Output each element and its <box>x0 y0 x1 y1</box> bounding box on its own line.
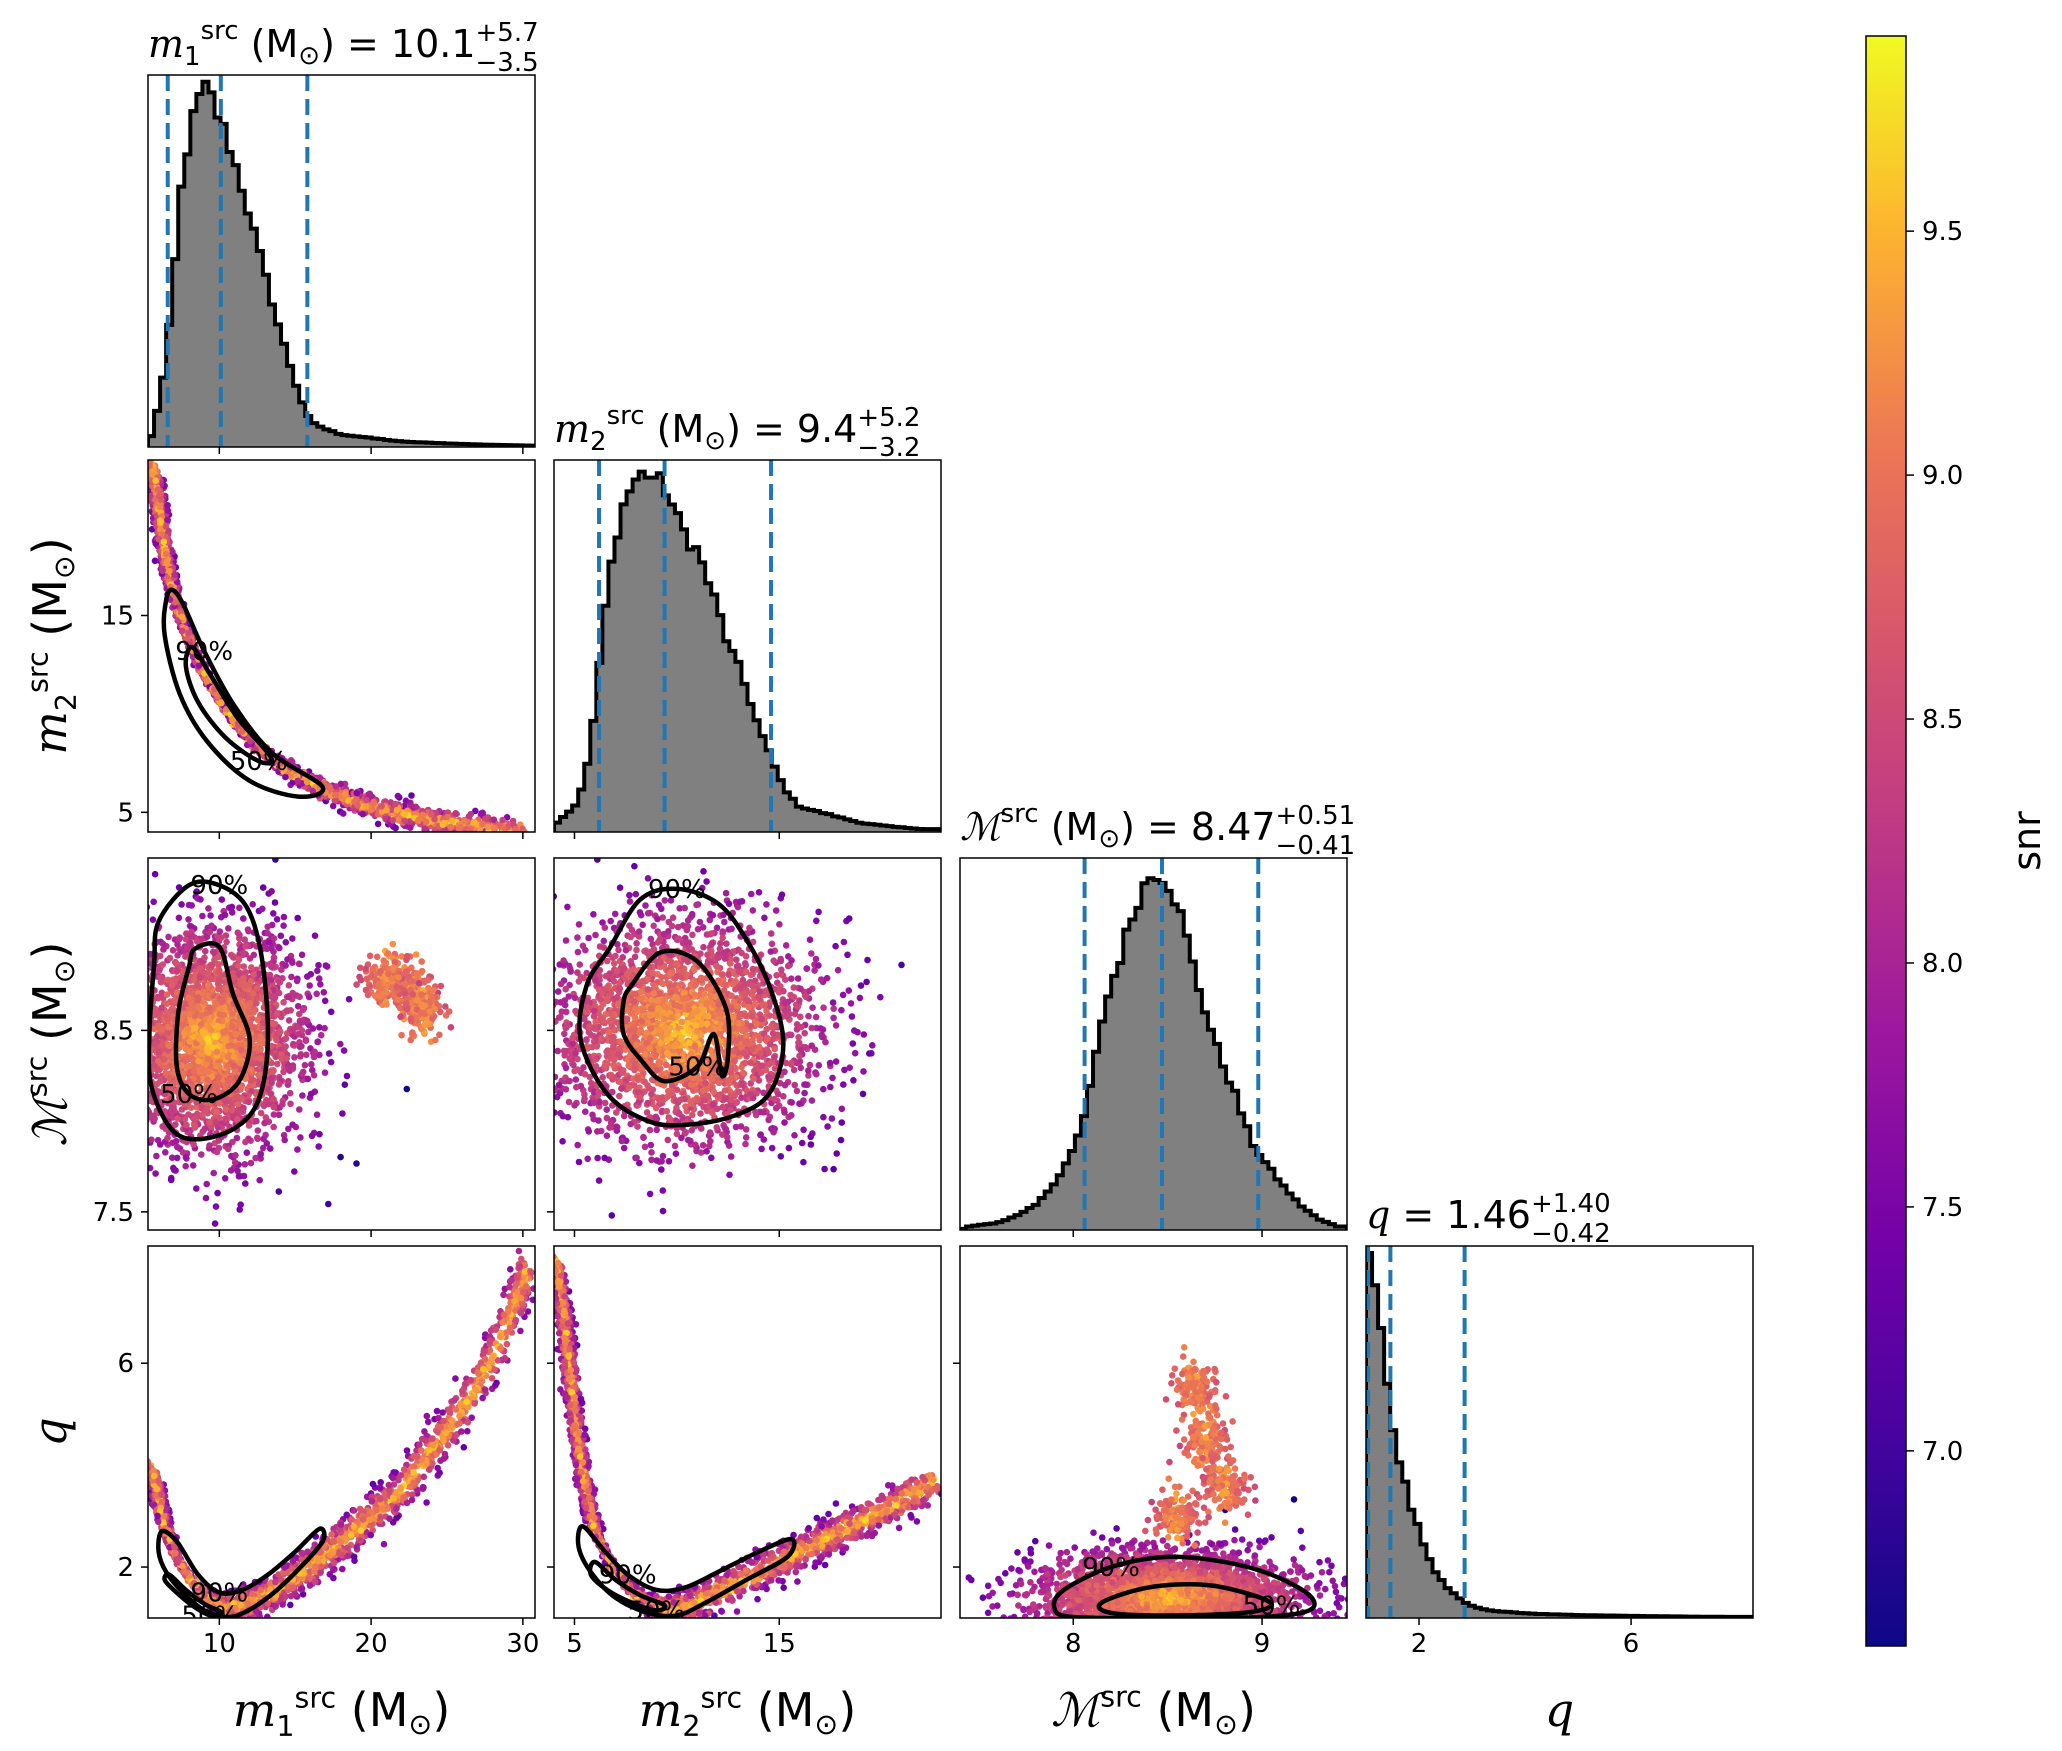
panel-frame <box>1365 1245 1754 1619</box>
x-axis-label-q: q <box>1545 1683 1574 1737</box>
contour-label: 50% <box>627 1596 685 1626</box>
contour-90 <box>148 879 271 1142</box>
scatter-points <box>554 858 905 1219</box>
histogram-fill <box>148 81 535 447</box>
panel-frame <box>959 1245 1348 1619</box>
contour-50 <box>1096 1582 1274 1618</box>
x-axis-labels: m1src (M⊙) m2src (M⊙) ℳsrc (M⊙) q <box>233 1681 1575 1743</box>
x-tick-label: 20 <box>355 1629 388 1659</box>
y-tick-label: 5 <box>117 798 134 828</box>
contour-50 <box>173 941 253 1103</box>
scatter-points <box>148 858 455 1227</box>
x-axis-label-mc: ℳsrc (M⊙) <box>1051 1681 1256 1741</box>
marginal-title-mc: ℳsrc (M⊙) = 8.47+0.51 <box>960 799 1355 854</box>
contour-label: 50% <box>1243 1591 1301 1621</box>
marginal-title-m1: m1src (M⊙) = 10.1+5.7 <box>148 16 539 72</box>
colorbar-gradient <box>1865 35 1907 1647</box>
y-tick-label: 7.5 <box>93 1198 134 1228</box>
contour-label: 90% <box>190 871 248 901</box>
colorbar-tick-label: 9.5 <box>1922 217 1963 247</box>
x-tick-label: 9 <box>1254 1629 1271 1659</box>
panel-frame <box>553 857 942 1231</box>
y-tick-label: 8.5 <box>93 1016 134 1046</box>
histogram-fill <box>960 878 1347 1230</box>
histogram-fill <box>1366 1252 1753 1618</box>
panel-frame <box>147 1245 536 1619</box>
contour-label: 50% <box>181 1601 239 1631</box>
scatter-panel-mc-q: 90% 50% 8 9 <box>953 1245 1348 1659</box>
histogram-panel-mc <box>959 857 1348 1237</box>
histogram-outline <box>554 469 941 832</box>
y-tick-label: 2 <box>117 1553 134 1583</box>
y-tick-label: 15 <box>101 601 134 631</box>
x-tick-label: 10 <box>203 1629 236 1659</box>
panel-frame <box>147 459 536 833</box>
x-axis-label-m1: m1src (M⊙) <box>233 1681 451 1743</box>
scatter-panel-m1-mc: 90% 50% 7.5 8.5 <box>93 857 536 1237</box>
contour-label: 50% <box>668 1053 726 1083</box>
colorbar-ticks: 7.0 7.5 8.0 8.5 9.0 9.5 <box>1906 217 1963 1467</box>
y-tick-label: 6 <box>117 1349 134 1379</box>
colorbar-tick-label: 7.5 <box>1922 1193 1963 1223</box>
y-axis-labels: m2src (M⊙) ℳsrc (M⊙) q <box>21 537 83 1447</box>
panel-frame <box>553 459 942 833</box>
contour-50 <box>183 644 274 766</box>
x-axis-label-m2: m2src (M⊙) <box>639 1681 857 1743</box>
x-tick-label: 15 <box>763 1629 796 1659</box>
y-axis-label-q: q <box>23 1417 77 1446</box>
contour-label: 90% <box>1082 1553 1140 1583</box>
colorbar-label: snr <box>2005 811 2049 871</box>
colorbar-tick-label: 8.0 <box>1922 949 1963 979</box>
contour-90 <box>161 587 326 799</box>
contour-50 <box>587 1559 668 1613</box>
histogram-fill <box>554 471 941 832</box>
scatter-points <box>148 1247 535 1618</box>
colorbar: 7.0 7.5 8.0 8.5 9.0 9.5 snr <box>1865 35 2049 1647</box>
colorbar-tick-label: 8.5 <box>1922 705 1963 735</box>
contour-label: 90% <box>648 875 706 905</box>
scatter-points <box>965 1344 1347 1618</box>
contour-label: 50% <box>160 1080 218 1110</box>
histogram-outline <box>1366 1250 1753 1618</box>
marginal-title-m2: m2src (M⊙) = 9.4+5.2 <box>554 401 920 457</box>
scatter-panel-m2-mc: 90% 50% <box>547 857 942 1237</box>
marginal-titles: m1src (M⊙) = 10.1+5.7−3.5 m2src (M⊙) = 9.… <box>148 16 1611 1249</box>
histogram-panel-m2 <box>553 459 942 839</box>
contour-50 <box>162 1572 225 1618</box>
colorbar-tick-label: 7.0 <box>1922 1437 1963 1467</box>
scatter-panel-m1-m2: 90%50%515 <box>101 459 536 839</box>
colorbar-tick-label: 9.0 <box>1922 461 1963 491</box>
x-tick-label: 5 <box>566 1629 583 1659</box>
scatter-panel-m2-q: 90%50%5 15 <box>547 1245 942 1659</box>
contour-90 <box>1051 1554 1317 1618</box>
histogram-outline <box>960 876 1347 1230</box>
contour-50 <box>619 948 732 1084</box>
y-axis-label-mc: ℳsrc (M⊙) <box>21 942 81 1147</box>
contour-90 <box>577 886 786 1128</box>
marginal-title-q: q = 1.46+1.40 <box>1366 1189 1611 1237</box>
x-tick-label: 2 <box>1411 1629 1428 1659</box>
marginal-title-minus: −3.5 <box>476 48 539 78</box>
contour-label: 50% <box>230 747 288 777</box>
panel-frame <box>553 1245 942 1619</box>
x-tick-label: 30 <box>506 1629 539 1659</box>
histogram-panel-m1 <box>147 74 536 454</box>
marginal-title-minus: −0.42 <box>1531 1219 1611 1249</box>
marginal-title-minus: −3.2 <box>857 433 920 463</box>
panel-frame <box>147 857 536 1231</box>
x-tick-label: 6 <box>1623 1629 1640 1659</box>
panel-frame <box>959 857 1348 1231</box>
panel-frame <box>147 74 536 448</box>
y-axis-label-m2: m2src (M⊙) <box>21 537 83 755</box>
x-tick-label: 8 <box>1065 1629 1082 1659</box>
marginal-title-minus: −0.41 <box>1276 831 1356 861</box>
contour-90 <box>156 1526 327 1618</box>
histogram-outline <box>148 79 535 447</box>
